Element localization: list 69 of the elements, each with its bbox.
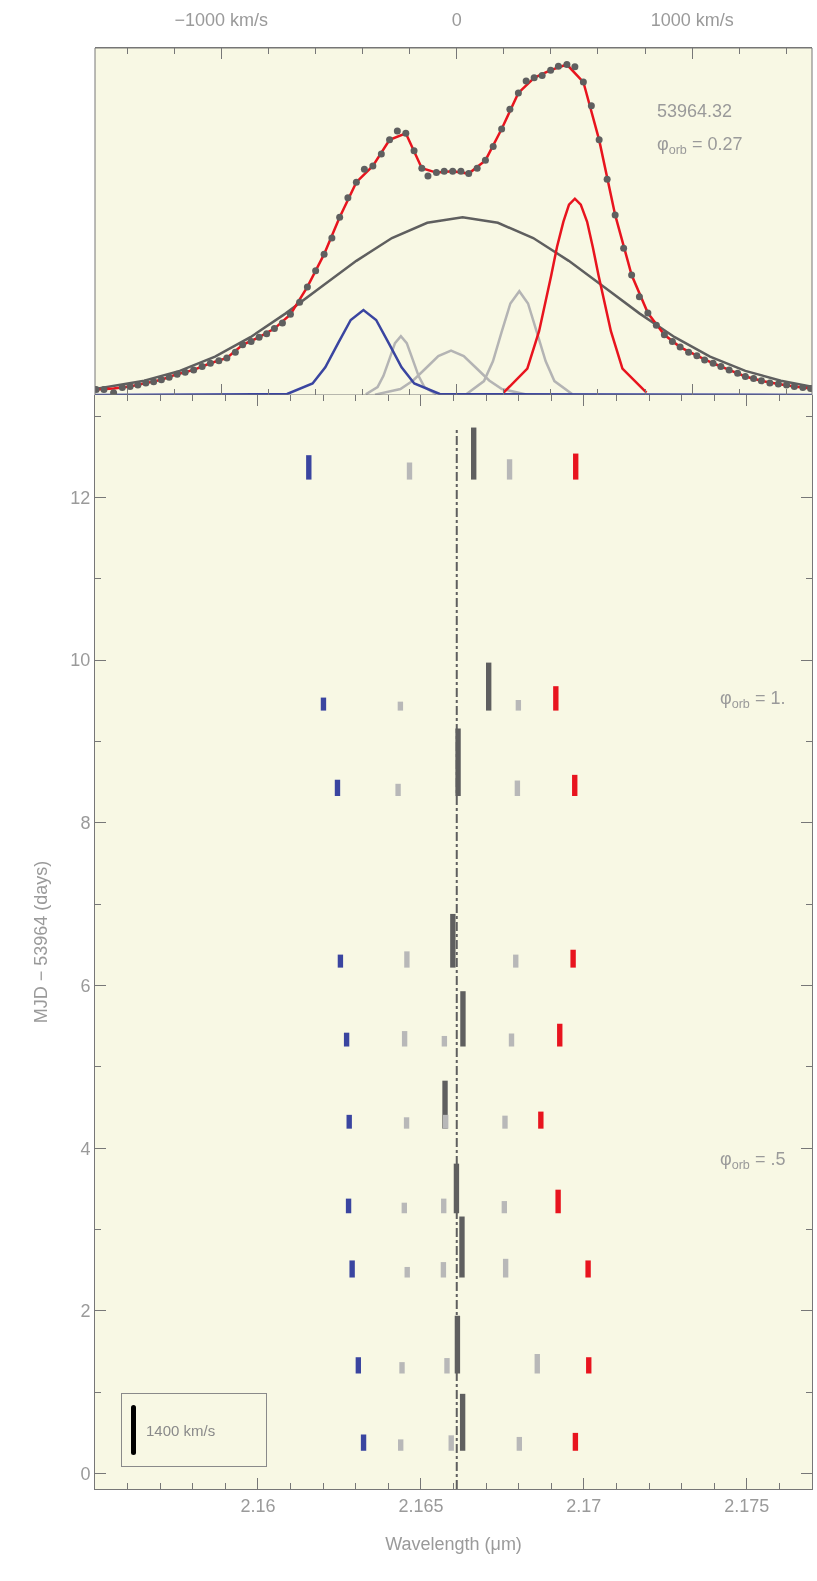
bar (586, 1357, 592, 1374)
y-tick-label: 12 (70, 487, 91, 508)
bar (460, 991, 466, 1047)
bar (397, 701, 404, 711)
bar (399, 1362, 405, 1374)
bar (406, 462, 413, 480)
y-tick-label: 6 (80, 975, 91, 996)
bar (337, 954, 344, 968)
bar (573, 453, 579, 480)
y-tick-label: 4 (80, 1138, 91, 1159)
bar (570, 949, 576, 968)
bar (513, 954, 519, 968)
bar (508, 1033, 515, 1047)
annotation: 53964.32 (657, 101, 733, 121)
y-tick-label: 8 (80, 813, 91, 834)
annotation: φ$_{orb}$ = 1. (720, 688, 786, 711)
bar (486, 662, 492, 711)
annotation: φ$_{orb}$ = .5 (720, 1149, 786, 1172)
bar (557, 1023, 563, 1047)
bar (553, 686, 559, 711)
bar (346, 1114, 352, 1129)
bar (355, 1357, 362, 1374)
bar (502, 1115, 508, 1129)
bar (585, 1260, 591, 1278)
bar (442, 1114, 449, 1129)
bar (320, 697, 327, 711)
bar (501, 1201, 508, 1214)
bar (334, 779, 341, 796)
x-tick-label: 2.16 (240, 1495, 276, 1516)
bar (506, 459, 513, 480)
bar (534, 1353, 540, 1374)
x-tick-label: 2.17 (566, 1495, 602, 1516)
bar (572, 774, 578, 796)
bar (555, 1189, 561, 1214)
bar (349, 1260, 355, 1278)
bar (444, 1358, 450, 1374)
y-tick-label: 2 (80, 1301, 91, 1322)
bar (538, 1111, 544, 1129)
bar (440, 1262, 447, 1278)
key-frame: 1400 km/s (121, 1393, 267, 1467)
bar (398, 1439, 404, 1451)
bar (516, 1436, 523, 1451)
bar (514, 780, 521, 796)
x-tick-label: 0 (451, 9, 462, 30)
y-tick-label: 0 (80, 1463, 91, 1484)
x-axis-title: Wavelength (μm) (385, 1533, 522, 1554)
annotation: φ$_{orb}$ = 0.27 (657, 134, 743, 157)
y-axis-title: MJD − 53964 (days) (30, 860, 51, 1024)
bar (403, 1117, 410, 1129)
bar (448, 1435, 454, 1451)
bar (343, 1032, 350, 1047)
x-tick-label: 1000 km/s (650, 9, 734, 30)
bar (471, 427, 477, 480)
bar (572, 1432, 579, 1451)
x-tick-label: 2.175 (724, 1495, 770, 1516)
y-tick-label: 10 (70, 650, 91, 671)
bar (395, 783, 401, 796)
bar (404, 1266, 410, 1278)
bar (401, 1031, 408, 1047)
x-tick-label: −1000 km/s (174, 9, 268, 30)
x-tick-label: 2.165 (398, 1495, 444, 1516)
annotation: 1400 km/s (146, 1422, 216, 1439)
bar (441, 1035, 448, 1047)
bar (515, 700, 522, 711)
bar (404, 951, 410, 968)
bar (306, 455, 312, 480)
bar (459, 1393, 466, 1451)
bar (360, 1434, 367, 1451)
bar (502, 1258, 509, 1278)
